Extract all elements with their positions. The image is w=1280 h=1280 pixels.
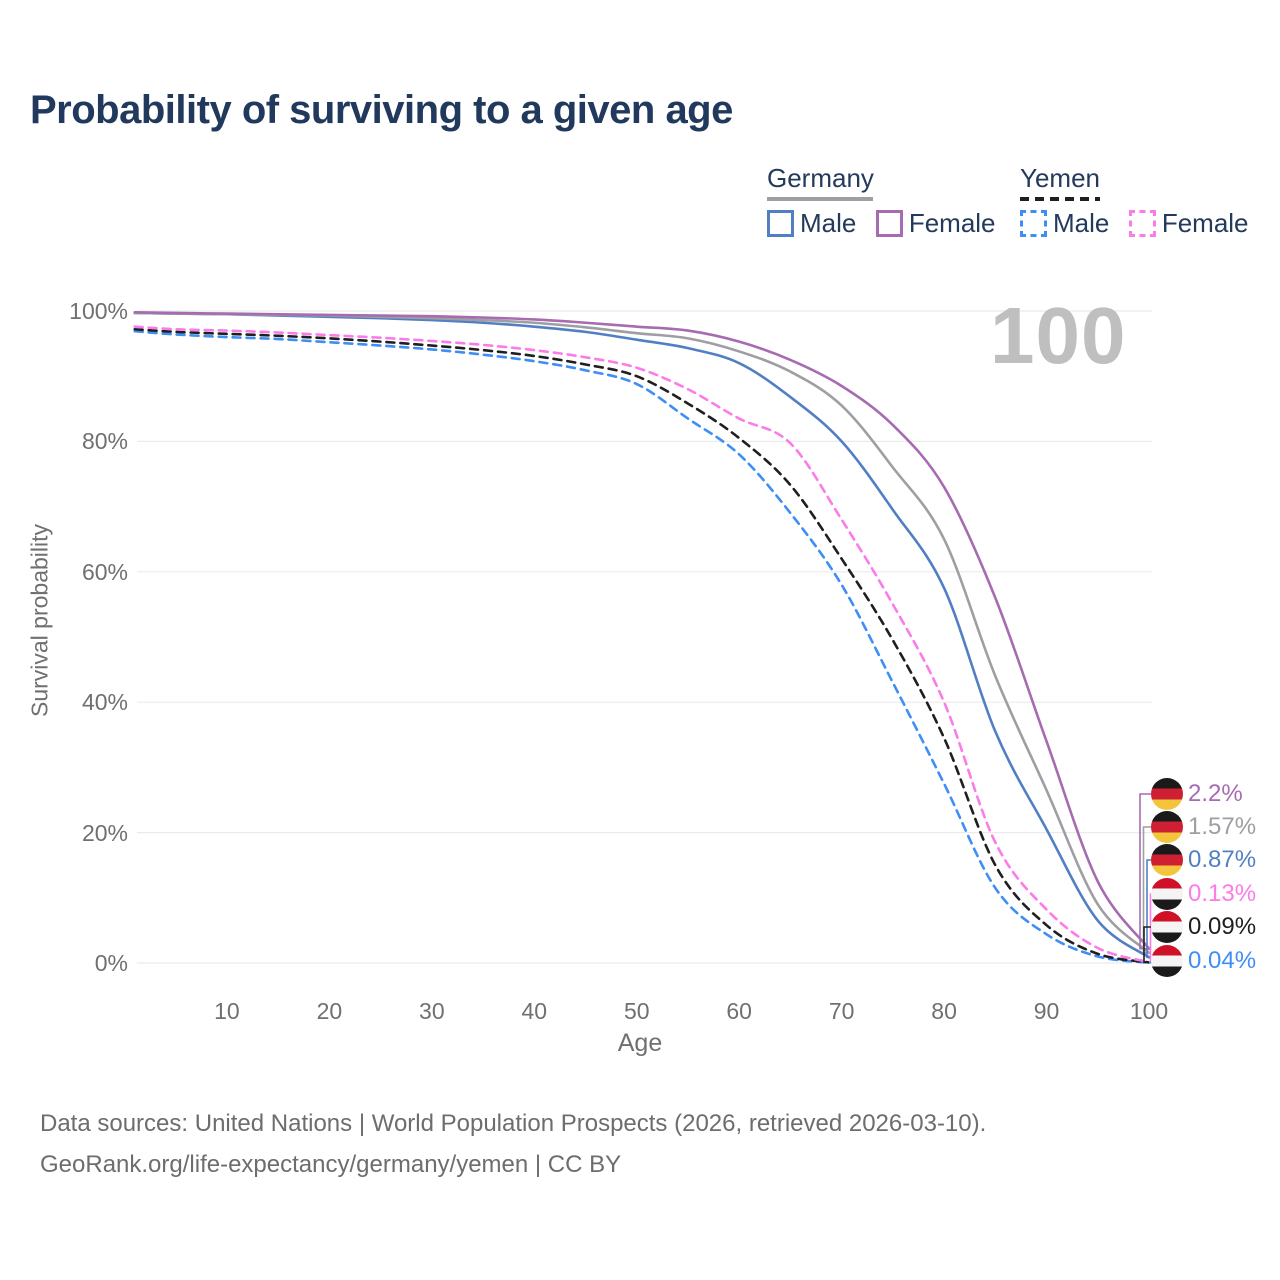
footer-sources: Data sources: United Nations | World Pop… (40, 1110, 987, 1137)
series-curve-germany-female (133, 311, 1151, 950)
legend-item-germany-male[interactable]: Male (767, 208, 856, 239)
x-tick-label: 60 (726, 998, 752, 1024)
series-curve-yemen-male (133, 329, 1151, 965)
footer-attribution: GeoRank.org/life-expectancy/germany/yeme… (40, 1151, 622, 1178)
end-label-connector-yemen-all (1143, 926, 1151, 964)
y-tick-label: 0% (94, 950, 128, 976)
germany-flag-icon (1151, 778, 1183, 810)
x-tick-label: 20 (316, 998, 343, 1024)
x-tick-label: 90 (1033, 998, 1060, 1024)
y-axis-title: Survival probability (26, 523, 53, 718)
x-tick-label: 30 (419, 998, 445, 1024)
end-label-value: 0.87% (1188, 846, 1257, 873)
legend-item-yemen-female[interactable]: Female (1128, 208, 1249, 239)
x-tick-label: 70 (828, 998, 855, 1024)
legend-group-germany: Germany Male Female (767, 163, 1011, 242)
legend-item-germany-female[interactable]: Female (875, 208, 996, 239)
series-end-label-yemen-female: 0.13% (1151, 877, 1256, 911)
yemen-flag-icon (1151, 911, 1183, 943)
x-axis-title: Age (617, 1029, 663, 1057)
legend-label: Female (1161, 208, 1249, 238)
legend-group-yemen: Yemen Male Female (1020, 163, 1264, 242)
end-label-value: 1.57% (1188, 813, 1257, 840)
y-axis-ticks: 0% 20% 40% 60% 80% 100% (0, 0, 128, 1280)
end-label-value: 2.2% (1188, 780, 1243, 807)
yemen-flag-icon (1151, 945, 1183, 977)
germany-solid-line-sample (767, 197, 873, 201)
germany-flag-icon (1151, 844, 1183, 876)
y-tick-label: 60% (81, 558, 128, 585)
series-curve-yemen-female (133, 325, 1151, 964)
y-tick-label: 100% (69, 298, 128, 324)
x-tick-label: 100 (1129, 998, 1169, 1024)
series-end-label-yemen-all: 0.09% (1151, 910, 1256, 944)
x-tick-label: 40 (521, 998, 548, 1024)
end-label-value: 0.13% (1188, 880, 1257, 907)
y-tick-label: 40% (81, 689, 128, 716)
end-label-value: 0.04% (1188, 947, 1257, 974)
yemen-male-swatch (1020, 210, 1047, 237)
end-label-connector-germany-female (1139, 793, 1151, 950)
germany-flag-icon (1151, 811, 1183, 843)
end-label-connector-germany-male (1146, 859, 1151, 959)
germany-female-swatch (875, 210, 903, 237)
page-title: Probability of surviving to a given age (30, 88, 733, 132)
germany-male-swatch (767, 210, 794, 237)
series-curve-germany-all (133, 311, 1151, 955)
yemen-dashed-line-sample (1020, 197, 1100, 201)
yemen-flag-icon (1151, 878, 1183, 910)
series-end-label-germany-male: 0.87% (1151, 843, 1256, 877)
legend-header-yemen[interactable]: Yemen (1020, 163, 1100, 193)
legend-label: Female (908, 208, 996, 238)
series-curve-germany-male (133, 311, 1151, 959)
x-tick-label: 10 (214, 998, 240, 1024)
hover-age-watermark: 100 (990, 291, 1127, 380)
yemen-female-swatch (1128, 210, 1156, 237)
legend-label: Male (800, 208, 857, 238)
series-end-label-germany-female: 2.2% (1151, 777, 1243, 811)
legend-header-germany[interactable]: Germany (767, 163, 874, 193)
x-tick-label: 80 (931, 998, 957, 1024)
series-end-label-yemen-male: 0.04% (1151, 944, 1256, 978)
legend-item-yemen-male[interactable]: Male (1020, 208, 1109, 239)
footer: Data sources: United Nations | World Pop… (40, 1103, 986, 1185)
y-tick-label: 20% (81, 819, 128, 846)
legend-label: Male (1053, 208, 1110, 238)
end-label-value: 0.09% (1188, 913, 1257, 940)
x-tick-label: 50 (623, 998, 650, 1024)
series-end-label-germany-all: 1.57% (1151, 810, 1256, 844)
series-curve-yemen-all (133, 327, 1151, 964)
y-tick-label: 80% (81, 428, 128, 455)
